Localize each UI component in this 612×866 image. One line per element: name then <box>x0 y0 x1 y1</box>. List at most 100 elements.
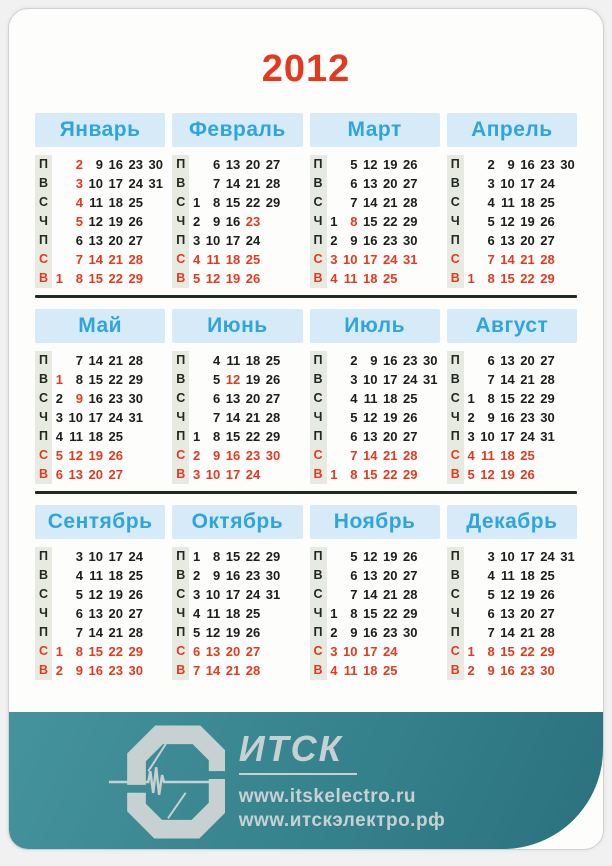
date-cell: 18 <box>108 195 123 210</box>
weekday-label: С <box>172 250 190 269</box>
weekday-row: П 2 9 16 23 30 <box>309 351 440 370</box>
date-cell: 13 <box>225 157 241 172</box>
date-cell: 25 <box>540 568 555 583</box>
date-cell: 29 <box>265 549 281 564</box>
weekday-row: С 7 14 21 28 <box>309 446 440 465</box>
date-cell: 2 <box>330 625 338 640</box>
date-cell: 25 <box>265 353 281 368</box>
date-cell: 4 <box>330 271 338 286</box>
empty-cell <box>263 642 283 661</box>
date-cell: 29 <box>265 195 281 210</box>
date-cell: 12 <box>205 271 221 286</box>
weekday-row: С 4 11 18 25 <box>172 250 302 269</box>
weekday-row: В 6 13 20 27 <box>35 465 165 484</box>
weekday-label: В <box>172 566 190 585</box>
date-cell: 2 <box>55 391 63 406</box>
weekday-row: Ч 2 9 16 23 30 <box>446 408 577 427</box>
empty-cell <box>558 212 578 231</box>
website-url-latin: www.itskelectro.ru <box>238 785 417 807</box>
empty-cell <box>283 446 303 465</box>
date-cell: 20 <box>88 467 103 482</box>
date-cell: 6 <box>350 568 358 583</box>
date-cell: 24 <box>245 587 261 602</box>
month-title: Февраль <box>172 113 303 147</box>
date-cell: 1 <box>330 467 338 482</box>
empty-cell <box>126 446 146 465</box>
weekday-row: В 3 10 17 24 31 <box>309 370 440 389</box>
date-cell: 26 <box>540 214 555 229</box>
date-cell: 21 <box>520 252 535 267</box>
empty-cell <box>558 566 578 585</box>
weekday-row: Ч 7 14 21 28 <box>172 408 302 427</box>
empty-cell <box>146 269 166 288</box>
weekday-label: В <box>309 269 327 288</box>
empty-cell <box>283 389 303 408</box>
date-cell: 24 <box>540 176 555 191</box>
date-cell: 3 <box>467 429 475 444</box>
date-cell: 26 <box>265 372 281 387</box>
date-cell: 18 <box>520 195 535 210</box>
date-cell: 7 <box>193 663 201 678</box>
weekday-label: В <box>35 465 52 484</box>
weekday-row: П 2 9 16 23 30 <box>35 155 165 174</box>
date-cell: 11 <box>501 195 515 210</box>
empty-cell <box>401 642 421 661</box>
date-cell: 19 <box>383 157 398 172</box>
empty-cell <box>421 231 441 250</box>
date-cell: 5 <box>487 587 495 602</box>
date-cell: 8 <box>350 606 358 621</box>
empty-cell <box>146 231 166 250</box>
date-cell: 28 <box>403 448 418 463</box>
date-cell: 5 <box>193 625 201 640</box>
weekday-label: Ч <box>35 604 52 623</box>
empty-cell <box>464 566 478 585</box>
weekday-label: В <box>172 174 190 193</box>
empty-cell <box>189 408 203 427</box>
date-cell: 15 <box>88 644 103 659</box>
date-cell: 8 <box>487 644 495 659</box>
date-cell: 31 <box>403 252 418 267</box>
date-cell: 21 <box>245 176 261 191</box>
date-cell: 4 <box>487 195 495 210</box>
empty-cell <box>558 351 578 370</box>
weekday-row: В 6 13 20 27 <box>309 566 441 585</box>
empty-cell <box>263 231 283 250</box>
empty-cell <box>327 566 341 585</box>
empty-cell <box>189 155 203 174</box>
date-cell: 6 <box>75 606 83 621</box>
date-cell: 10 <box>205 587 221 602</box>
date-cell: 16 <box>225 568 241 583</box>
empty-cell <box>146 465 166 484</box>
weekday-row: С 7 14 21 28 <box>446 250 577 269</box>
date-cell: 3 <box>330 644 338 659</box>
date-cell: 10 <box>480 429 495 444</box>
date-cell: 26 <box>128 214 143 229</box>
empty-cell <box>146 604 166 623</box>
date-cell: 4 <box>467 448 475 463</box>
date-cell: 16 <box>108 157 123 172</box>
weekday-label: В <box>446 370 464 389</box>
empty-cell <box>52 351 66 370</box>
weekday-label: Ч <box>309 604 327 623</box>
date-cell: 15 <box>363 606 378 621</box>
weekday-row: В 4 11 18 25 <box>309 661 440 680</box>
date-cell: 27 <box>128 233 143 248</box>
weekday-row: С 5 12 19 26 <box>446 585 577 604</box>
month-8: Август П 6 13 20 27 В 7 14 21 28 С 1 8 15 22 29 Ч 2 9 16 23 30… <box>446 309 578 484</box>
date-cell: 30 <box>540 663 555 678</box>
date-cell: 28 <box>540 372 555 387</box>
empty-cell <box>464 623 478 642</box>
weekday-row: С 7 14 21 28 <box>309 193 440 212</box>
weekday-label: С <box>172 585 190 604</box>
month-title: Март <box>309 113 440 147</box>
weekday-label: П <box>309 427 327 446</box>
empty-cell <box>283 547 303 566</box>
date-cell: 4 <box>75 195 83 210</box>
date-cell: 28 <box>245 663 261 678</box>
date-cell: 23 <box>245 214 261 229</box>
date-cell: 23 <box>403 353 418 368</box>
empty-cell <box>146 547 166 566</box>
date-cell: 2 <box>467 663 475 678</box>
date-cell: 28 <box>265 410 281 425</box>
empty-cell <box>421 566 441 585</box>
